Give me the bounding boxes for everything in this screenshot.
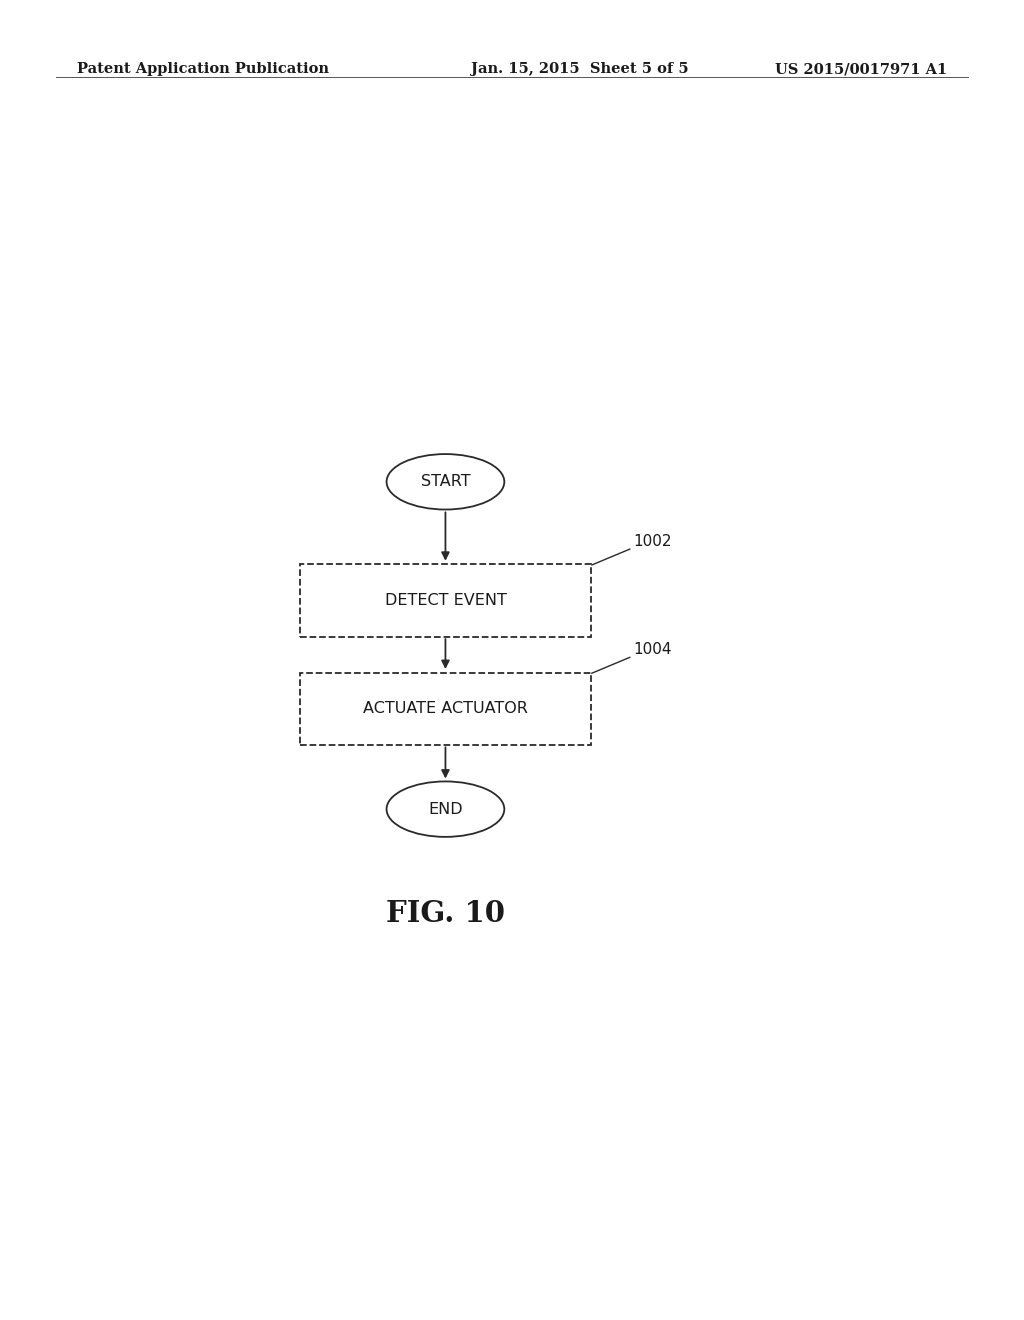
Ellipse shape: [386, 781, 504, 837]
Text: END: END: [428, 801, 463, 817]
Text: FIG. 10: FIG. 10: [386, 899, 505, 928]
FancyBboxPatch shape: [299, 564, 591, 636]
Text: US 2015/0017971 A1: US 2015/0017971 A1: [775, 62, 947, 77]
Text: 1004: 1004: [633, 643, 672, 657]
Text: ACTUATE ACTUATOR: ACTUATE ACTUATOR: [362, 701, 528, 717]
Text: Patent Application Publication: Patent Application Publication: [77, 62, 329, 77]
Text: 1002: 1002: [633, 535, 672, 549]
Ellipse shape: [386, 454, 504, 510]
Text: Jan. 15, 2015  Sheet 5 of 5: Jan. 15, 2015 Sheet 5 of 5: [471, 62, 689, 77]
FancyBboxPatch shape: [299, 672, 591, 744]
Text: START: START: [421, 474, 470, 490]
Text: DETECT EVENT: DETECT EVENT: [384, 593, 507, 609]
